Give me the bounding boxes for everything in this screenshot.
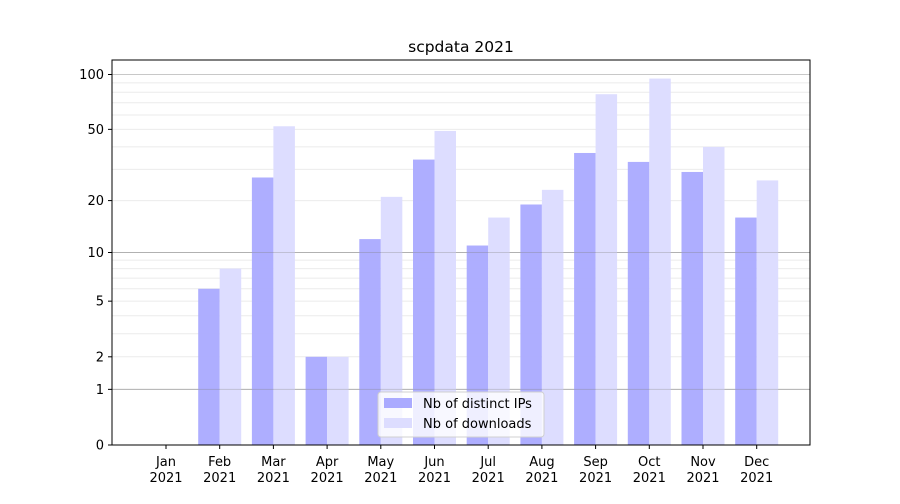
x-tick-label: Mar 2021	[257, 455, 290, 486]
x-tick-label: Dec 2021	[740, 455, 773, 486]
legend-label: Nb of distinct IPs	[423, 397, 532, 412]
legend-swatch	[384, 418, 412, 428]
x-tick-label: Jan 2021	[149, 455, 182, 486]
bar-downloads	[219, 268, 242, 445]
bar-distinct-ips	[574, 152, 596, 445]
y-tick-label: 0	[96, 439, 104, 454]
bar-distinct-ips	[735, 217, 757, 445]
bar-downloads	[756, 180, 779, 446]
bar-distinct-ips	[305, 356, 328, 445]
y-tick-label: 100	[79, 68, 104, 83]
bar-downloads	[488, 217, 510, 445]
y-tick-label: 10	[87, 246, 104, 261]
bar-distinct-ips	[627, 161, 650, 445]
bar-distinct-ips	[681, 171, 703, 445]
legend-box	[377, 391, 545, 438]
legend: Nb of distinct IPs Nb of downloads	[377, 391, 545, 438]
chart-title: scpdata 2021	[408, 38, 514, 56]
x-tick-label: Jul 2021	[472, 455, 505, 486]
legend-label: Nb of downloads	[423, 417, 532, 432]
bar-downloads	[595, 94, 618, 445]
bar-downloads	[380, 196, 403, 445]
y-tick-label: 5	[96, 295, 104, 310]
x-tick-label: Apr 2021	[311, 455, 344, 486]
x-tick-label: Aug 2021	[525, 455, 558, 486]
bar-distinct-ips	[413, 159, 435, 445]
x-tick-label: Sep 2021	[579, 455, 612, 486]
x-tick-label: May 2021	[364, 455, 397, 486]
x-tick-label: Oct 2021	[633, 455, 666, 486]
bar-downloads	[434, 130, 456, 445]
bar-downloads	[649, 78, 671, 446]
bar-distinct-ips	[359, 239, 381, 445]
bar-distinct-ips	[520, 204, 542, 445]
bar-downloads	[541, 189, 564, 445]
x-tick-label: Feb 2021	[203, 455, 236, 486]
y-tick-label: 2	[96, 350, 104, 365]
bar-distinct-ips	[198, 288, 220, 445]
legend-swatch	[384, 398, 412, 408]
bar-downloads	[703, 146, 725, 445]
y-tick-label: 1	[96, 383, 104, 398]
y-tick-label: 50	[87, 123, 104, 138]
bar-downloads	[327, 356, 349, 445]
x-tick-label: Jun 2021	[418, 455, 451, 486]
bar-downloads	[273, 126, 295, 445]
x-tick-label: Nov 2021	[686, 455, 719, 486]
y-tick-label: 20	[87, 194, 104, 209]
bar-distinct-ips	[251, 177, 274, 445]
